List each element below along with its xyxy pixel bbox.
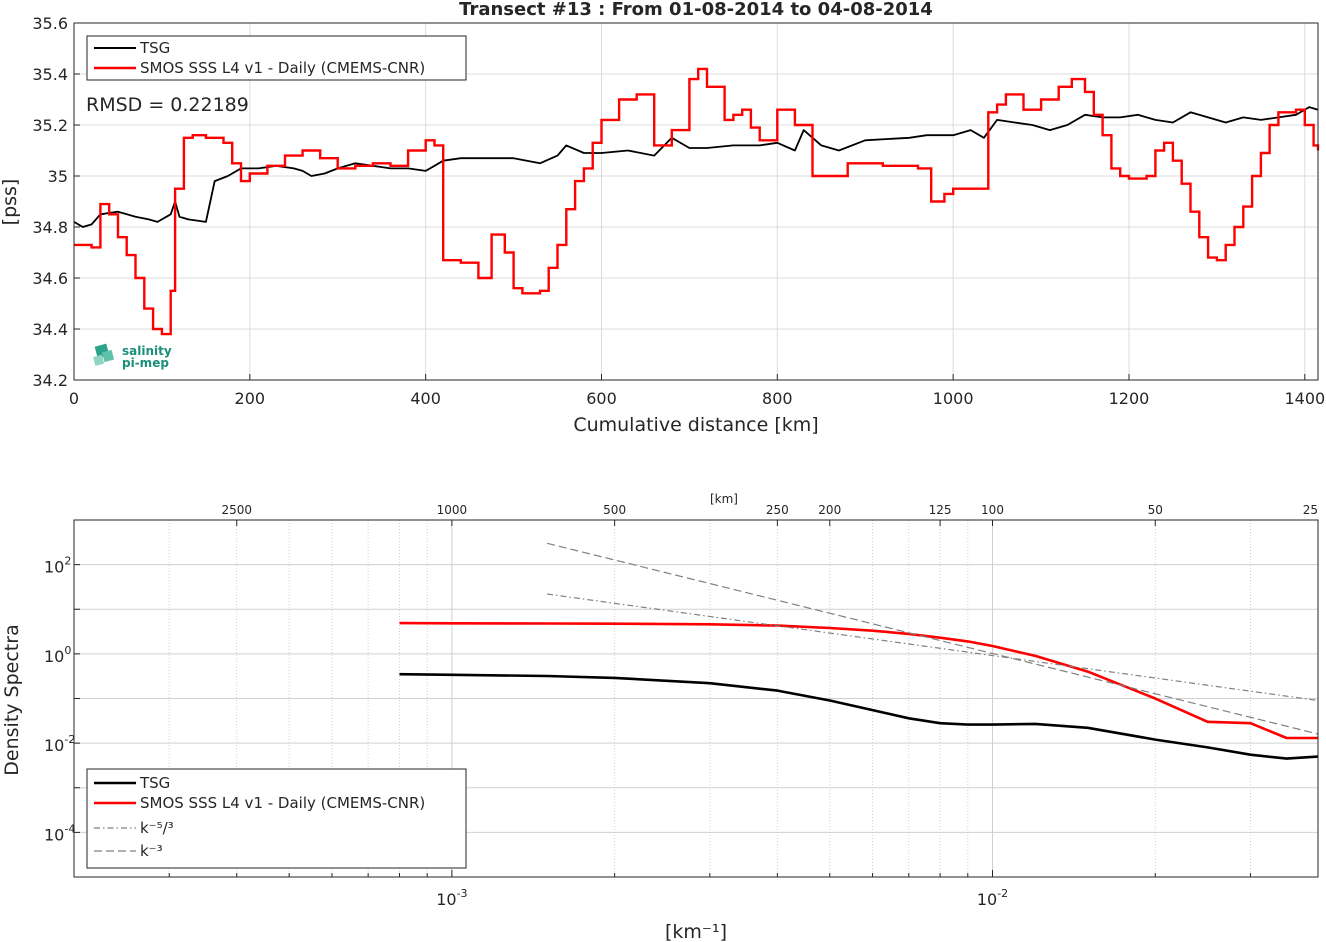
bottom-top-tick-label: 200 — [818, 503, 841, 517]
bottom-top-tick-label: 2500 — [221, 503, 252, 517]
bottom-top-tick-label: 100 — [981, 503, 1004, 517]
top-y-tick-label: 35 — [48, 167, 68, 186]
bottom-legend-label-k3: k⁻³ — [140, 842, 163, 860]
top-legend-label-smos: SMOS SSS L4 v1 - Daily (CMEMS-CNR) — [140, 59, 425, 77]
top-legend: TSG SMOS SSS L4 v1 - Daily (CMEMS-CNR) — [86, 35, 467, 81]
top-x-tick-label: 1000 — [933, 389, 974, 408]
bottom-x-tick-exponent: -3 — [457, 887, 468, 900]
bottom-legend: TSG SMOS SSS L4 v1 - Daily (CMEMS-CNR) k… — [86, 768, 467, 869]
bottom-y-axis-label: Density Spectra — [1, 624, 23, 775]
bottom-legend-label-tsg: TSG — [139, 774, 170, 792]
bottom-y-tick-exponent: -2 — [64, 733, 75, 746]
bottom-top-tick-label: 50 — [1148, 503, 1163, 517]
k-5-3-reference-line — [547, 593, 1319, 702]
bottom-x-tick-exponent: -2 — [997, 887, 1008, 900]
bottom-plot-area — [399, 542, 1319, 760]
bottom-top-tick-label: 500 — [603, 503, 626, 517]
top-x-tick-label: 800 — [762, 389, 793, 408]
top-x-tick-label: 600 — [586, 389, 617, 408]
rmsd-annotation: RMSD = 0.22189 — [86, 94, 249, 116]
top-x-tick-label: 1400 — [1284, 389, 1325, 408]
bottom-top-km-ticks: 2500 1000 500 250 200 125 100 50 25 — [221, 503, 1319, 526]
bottom-top-tick-label: 1000 — [437, 503, 468, 517]
logo-text-salinity: salinity — [122, 344, 172, 358]
top-x-tick-label: 1200 — [1109, 389, 1150, 408]
bottom-y-tick-label: 100 — [44, 644, 71, 666]
bottom-legend-label-smos: SMOS SSS L4 v1 - Daily (CMEMS-CNR) — [140, 794, 425, 812]
top-x-tick-label: 400 — [410, 389, 441, 408]
logo-text-pimep: pi-mep — [122, 356, 169, 370]
k-3-reference-line — [546, 542, 1319, 735]
bottom-y-tick-label: 102 — [44, 555, 71, 577]
bottom-top-axis-label: [km] — [710, 492, 738, 506]
bottom-y-ticks: 10-4 10-2 100 102 — [44, 519, 80, 878]
bottom-x-tick-label: 10-3 — [436, 887, 467, 909]
bottom-top-tick-label: 125 — [929, 503, 952, 517]
top-x-tick-label: 0 — [69, 389, 79, 408]
top-y-tick-label: 35.2 — [32, 116, 68, 135]
top-plot-area — [73, 67, 1320, 336]
bottom-y-tick-exponent: 0 — [64, 644, 71, 657]
bottom-top-tick-label: 250 — [766, 503, 789, 517]
bottom-x-ticks: 10-3 10-2 — [73, 870, 1319, 909]
top-y-tick-label: 35.6 — [32, 14, 68, 33]
top-chart-title: Transect #13 : From 01-08-2014 to 04-08-… — [459, 0, 933, 20]
top-x-tick-label: 200 — [235, 389, 266, 408]
tsg-spectrum-line — [399, 672, 1319, 760]
top-y-tick-label: 35.4 — [32, 65, 68, 84]
top-legend-box — [86, 35, 467, 81]
bottom-y-tick-exponent: -4 — [64, 822, 75, 835]
top-y-tick-label: 34.2 — [32, 371, 68, 390]
top-legend-label-tsg: TSG — [139, 39, 170, 57]
top-grid — [73, 22, 1318, 381]
salinity-pimep-logo: salinity pi-mep — [93, 343, 172, 370]
top-axes-box — [73, 22, 1319, 381]
smos-series-line — [74, 67, 1320, 336]
top-chart: Transect #13 : From 01-08-2014 to 04-08-… — [0, 0, 1325, 436]
bottom-x-axis-label: [km⁻¹] — [665, 921, 727, 942]
bottom-x-tick-label: 10-2 — [977, 887, 1008, 909]
top-y-tick-label: 34.6 — [32, 269, 68, 288]
smos-spectrum-line — [399, 621, 1318, 740]
bottom-y-tick-label: 10-4 — [44, 822, 75, 844]
bottom-legend-box — [86, 768, 467, 869]
bottom-y-tick-exponent: 2 — [64, 555, 71, 568]
tsg-series-line — [73, 106, 1319, 228]
top-y-axis-label: [pss] — [0, 179, 21, 226]
top-x-axis-label: Cumulative distance [km] — [573, 414, 818, 436]
top-y-ticks: 34.2 34.4 34.6 34.8 35 35.2 35.4 35.6 — [32, 14, 80, 390]
top-y-tick-label: 34.8 — [32, 218, 68, 237]
bottom-legend-label-k53: k⁻⁵/³ — [140, 819, 174, 837]
top-y-tick-label: 34.4 — [32, 320, 68, 339]
top-x-ticks: 0 200 400 600 800 1000 1200 1400 — [69, 374, 1325, 408]
bottom-top-tick-label: 25 — [1303, 503, 1318, 517]
bottom-y-tick-label: 10-2 — [44, 733, 75, 755]
